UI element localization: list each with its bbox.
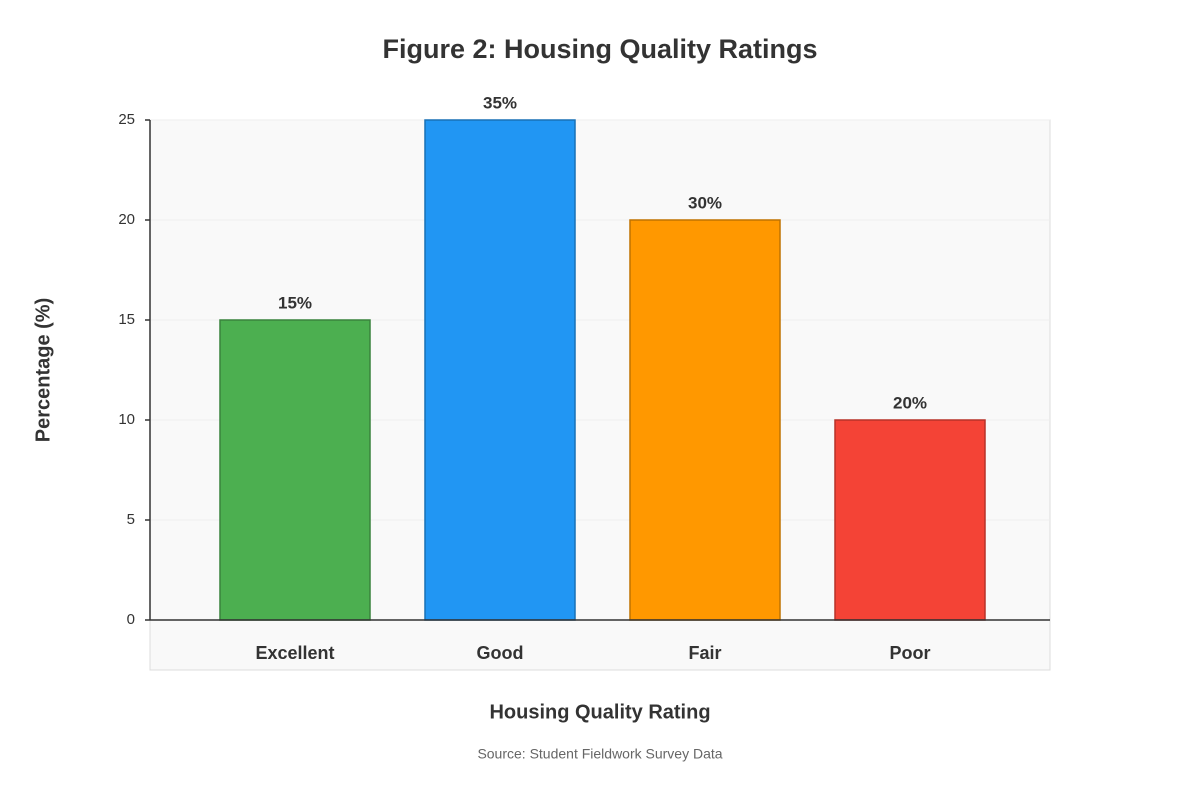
- bar: [629, 219, 781, 621]
- y-axis-label: Percentage (%): [32, 298, 54, 443]
- chart-title: Figure 2: Housing Quality Ratings: [382, 34, 817, 64]
- y-tick-label: 10: [118, 411, 135, 428]
- source-note: Source: Student Fieldwork Survey Data: [477, 746, 722, 762]
- y-tick-label: 0: [127, 611, 135, 628]
- y-tick-label: 15: [118, 311, 135, 328]
- bar-annotation: 35%: [483, 93, 517, 112]
- x-axis-label: Housing Quality Rating: [489, 701, 710, 723]
- x-tick-label: Excellent: [255, 643, 334, 663]
- x-tick-label: Good: [477, 643, 524, 663]
- y-tick-label: 25: [118, 111, 135, 128]
- bar-annotation: 20%: [893, 393, 927, 412]
- x-tick-label: Fair: [688, 643, 721, 663]
- bar: [424, 119, 576, 621]
- bar: [834, 419, 986, 621]
- x-tick-label: Poor: [889, 643, 930, 663]
- y-tick-label: 5: [127, 511, 135, 528]
- bar-annotation: 15%: [278, 293, 312, 312]
- y-tick-label: 20: [118, 211, 135, 228]
- bar-annotation: 30%: [688, 193, 722, 212]
- bar: [219, 319, 371, 621]
